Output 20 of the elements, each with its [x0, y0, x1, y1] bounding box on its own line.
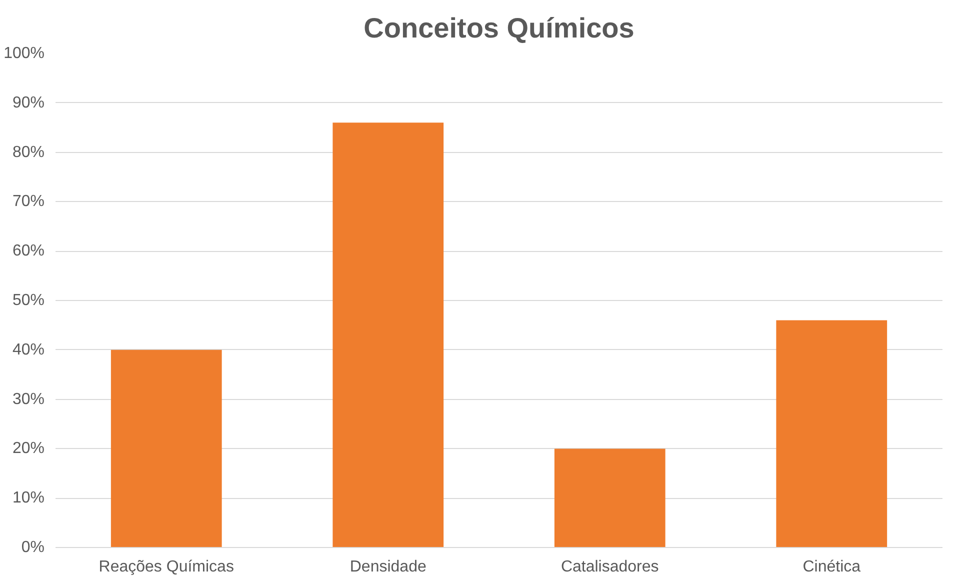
- x-tick-label: Catalisadores: [560, 558, 659, 576]
- chart-title: Conceitos Químicos: [364, 12, 634, 44]
- y-tick-label: 80%: [12, 144, 45, 161]
- y-tick-label: 90%: [12, 94, 45, 112]
- bar: [110, 350, 222, 548]
- x-tick-label: Densidade: [350, 558, 426, 576]
- bar: [554, 448, 666, 548]
- y-tick-label: 40%: [12, 341, 45, 358]
- y-tick-label: 0%: [21, 539, 44, 556]
- y-tick-label: 50%: [12, 292, 45, 309]
- y-tick-label: 10%: [12, 490, 45, 507]
- y-tick-label: 70%: [12, 193, 45, 210]
- y-tick-label: 20%: [12, 440, 45, 458]
- x-tick-label: Cinética: [802, 558, 861, 576]
- y-tick-label: 100%: [4, 45, 44, 62]
- y-tick-label: 60%: [12, 242, 45, 260]
- bar: [332, 122, 444, 548]
- bar: [776, 320, 888, 548]
- y-tick-label: 30%: [12, 390, 45, 408]
- x-tick-label: Reações Químicas: [98, 558, 234, 576]
